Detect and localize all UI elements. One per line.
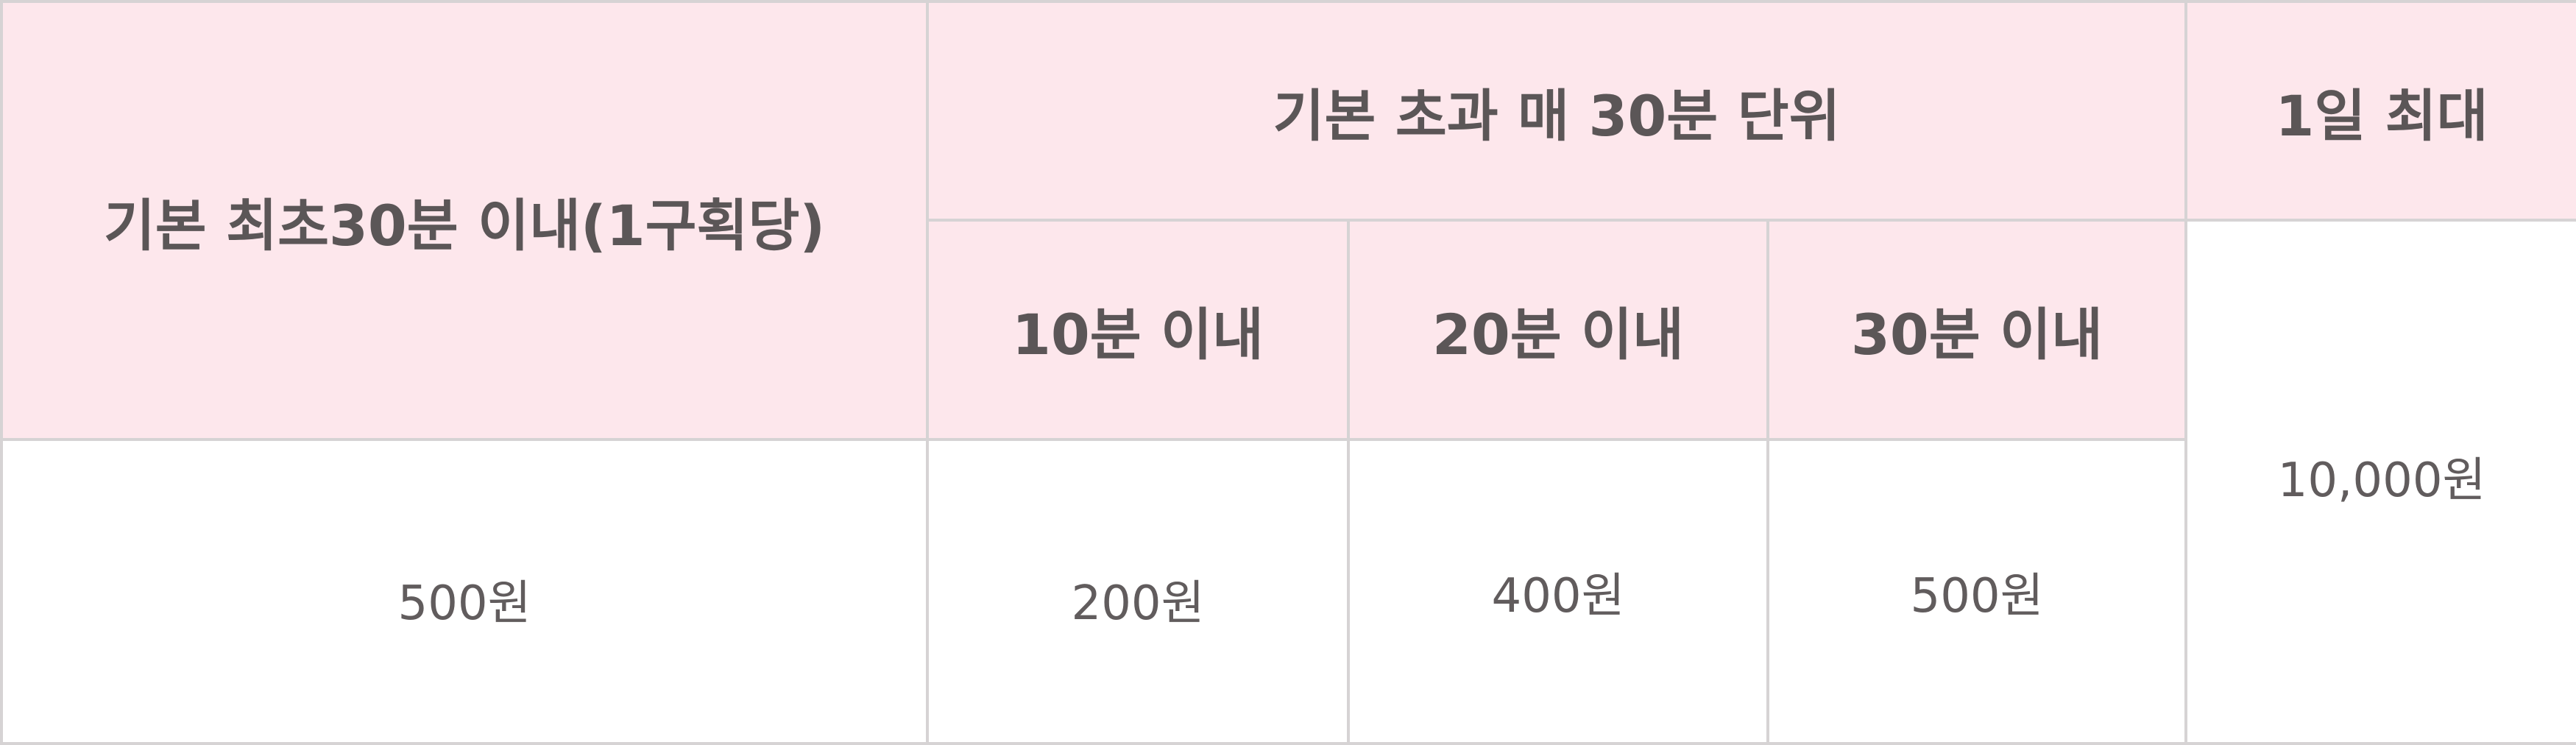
header-within-10min-label: 10분 이내 — [1012, 302, 1264, 367]
header-base-label: 기본 최초30분 이내(1구획당) — [103, 192, 826, 258]
header-within-10min: 10분 이내 — [926, 219, 1350, 441]
header-extra-label: 기본 초과 매 30분 단위 — [1273, 82, 1841, 149]
header-within-20min-label: 20분 이내 — [1432, 302, 1684, 367]
header-row-main: 기본 최초30분 이내(1구획당) 기본 초과 매 30분 단위 1일 최대 — [0, 0, 2576, 441]
value-extra-10min-text: 200원 — [1071, 576, 1205, 631]
value-base-text: 500원 — [397, 576, 531, 631]
header-within-30min-label: 30분 이내 — [1851, 302, 2103, 367]
value-base: 500원 — [0, 438, 929, 745]
value-extra-20min-text: 400원 — [1491, 568, 1625, 624]
header-within-30min: 30분 이내 — [1766, 219, 2188, 441]
value-daily-max-text: 10,000원 — [2277, 453, 2486, 508]
value-daily-max: 10,000원 — [2184, 219, 2576, 745]
value-extra-30min: 500원 — [1766, 438, 2188, 745]
header-extra-per-30min: 기본 초과 매 30분 단위 — [925, 0, 2188, 222]
header-daily-max-label: 1일 최대 — [2275, 82, 2488, 149]
header-daily-max: 1일 최대 — [2184, 0, 2576, 222]
value-extra-20min: 400원 — [1347, 438, 1769, 745]
header-within-20min: 20분 이내 — [1347, 219, 1769, 441]
value-extra-10min: 200원 — [926, 438, 1350, 745]
value-extra-30min-text: 500원 — [1910, 568, 2044, 624]
header-row-sub: 10분 이내 20분 이내 30분 이내 10,000원 — [1, 219, 2576, 745]
header-base-first-30min: 기본 최초30분 이내(1구획당) — [0, 0, 929, 441]
value-row: 500원 200원 400원 500원 — [0, 438, 2576, 745]
